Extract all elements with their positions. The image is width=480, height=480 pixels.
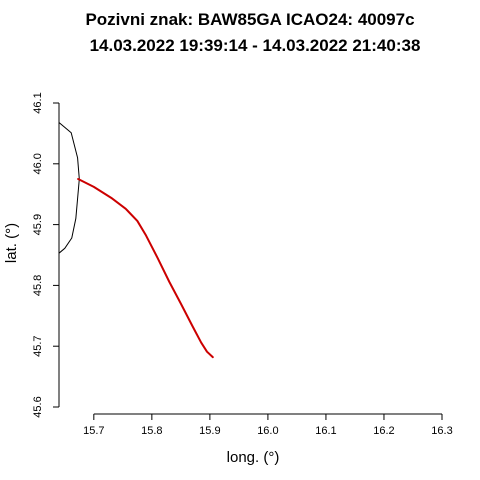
chart-title-line2: 14.03.2022 19:39:14 - 14.03.2022 21:40:3… [90, 36, 421, 55]
x-tick-label: 16.0 [257, 425, 278, 437]
y-tick-label: 45.7 [32, 335, 44, 356]
x-tick-label: 15.8 [141, 425, 162, 437]
x-tick-label: 15.9 [199, 425, 220, 437]
x-tick-label: 16.1 [315, 425, 336, 437]
y-tick-label: 45.8 [32, 275, 44, 296]
x-tick-label: 16.2 [373, 425, 394, 437]
y-axis-label: lat. (°) [3, 223, 20, 263]
flight-track-series [77, 178, 214, 359]
y-tick-label: 46.0 [32, 153, 44, 174]
plot-area: 15.7 15.8 15.9 16.0 16.1 16.2 16.3 45.6 45.7 45.8… [32, 92, 453, 437]
y-tick-label: 46.1 [32, 92, 44, 113]
x-tick-label: 16.3 [431, 425, 452, 437]
x-tick-label: 15.7 [83, 425, 104, 437]
x-axis-label: long. (°) [227, 449, 280, 466]
y-tick-label: 45.9 [32, 214, 44, 235]
border-line-series [58, 121, 80, 254]
y-tick-label: 45.6 [32, 396, 44, 417]
chart-title-line1: Pozivni znak: BAW85GA ICAO24: 40097c [85, 10, 414, 29]
